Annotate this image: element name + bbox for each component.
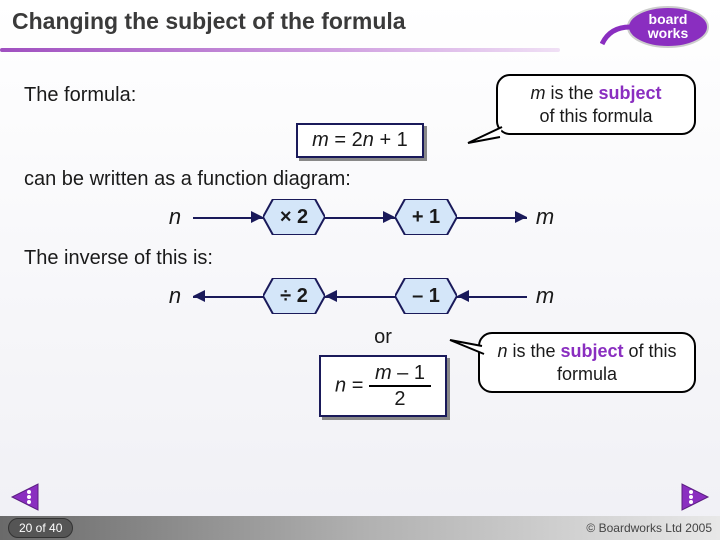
diagram-var-m: m	[527, 283, 563, 309]
op-hex-div2: ÷ 2	[263, 278, 325, 314]
arrow-right	[333, 199, 387, 235]
diagram-var-n: n	[157, 283, 193, 309]
footer: 20 of 40 © Boardworks Ltd 2005	[0, 516, 720, 540]
header-underline	[0, 48, 560, 52]
callout-tail-icon	[444, 336, 486, 362]
op-hex-plus1: + 1	[395, 199, 457, 235]
copyright-text: © Boardworks Ltd 2005	[586, 521, 712, 535]
svg-text:works: works	[647, 25, 689, 41]
formula-box-2: n = m – 12	[319, 355, 447, 417]
intro-text: The formula:	[24, 74, 136, 107]
diagram-forward: n × 2 + 1 m	[24, 199, 696, 235]
boardworks-logo: board works	[600, 4, 710, 50]
callout-tail-icon	[460, 121, 504, 149]
callout-n-subject: n is the subject of this formula	[478, 332, 696, 393]
or-label: or	[308, 326, 458, 349]
page-indicator: 20 of 40	[8, 518, 73, 538]
text-inverse: The inverse of this is:	[24, 247, 696, 270]
diagram-var-n: n	[157, 204, 193, 230]
diagram-var-m: m	[527, 204, 563, 230]
op-hex-times2: × 2	[263, 199, 325, 235]
arrow-left	[201, 278, 255, 314]
arrow-right	[465, 199, 519, 235]
arrow-left	[333, 278, 387, 314]
callout-m-subject: m is the subjectof this formula	[496, 74, 696, 135]
op-hex-minus1: – 1	[395, 278, 457, 314]
nav-prev-button[interactable]	[8, 482, 42, 512]
content-area: The formula: m is the subjectof this for…	[0, 58, 720, 433]
diagram-inverse: n ÷ 2 – 1 m	[24, 278, 696, 314]
text-function-diagram: can be written as a function diagram:	[24, 168, 696, 191]
arrow-right	[201, 199, 255, 235]
arrow-left	[465, 278, 519, 314]
header: Changing the subject of the formula boar…	[0, 0, 720, 58]
nav-next-button[interactable]	[678, 482, 712, 512]
formula-box-1: m = 2n + 1	[296, 123, 424, 158]
